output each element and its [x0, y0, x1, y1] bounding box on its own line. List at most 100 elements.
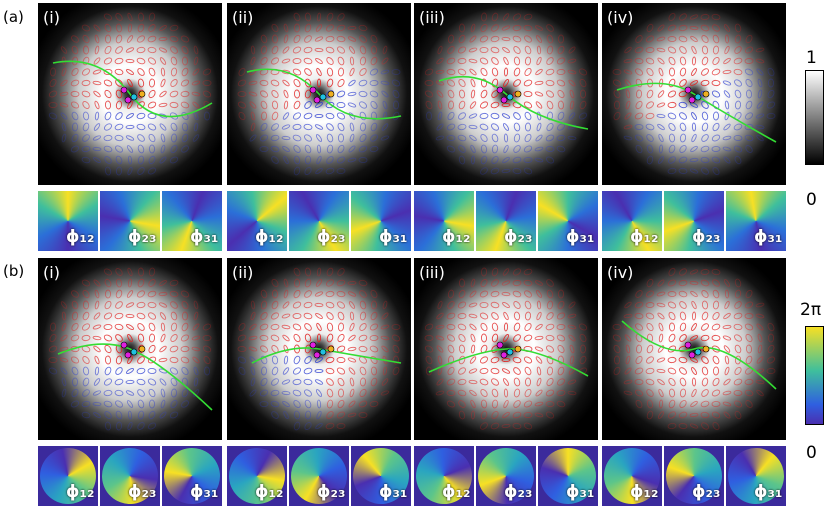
polarization-ellipse	[137, 144, 145, 154]
polarization-ellipse	[380, 324, 390, 330]
polarization-ellipse	[625, 89, 631, 99]
polarization-ellipse	[513, 133, 521, 143]
polarization-ellipse	[556, 57, 566, 65]
polarization-ellipse	[535, 356, 543, 364]
polarization-ellipse	[193, 300, 199, 310]
polarization-ellipse	[458, 410, 466, 420]
polarization-ellipse	[502, 268, 510, 276]
polarization-ellipse	[359, 366, 367, 376]
polarization-ellipse	[180, 90, 190, 98]
polarization-ellipse	[104, 411, 112, 419]
polarization-ellipse	[137, 12, 145, 22]
polarization-ellipse	[546, 366, 554, 376]
polarization-ellipse	[292, 389, 302, 397]
polarization-ellipse	[148, 344, 156, 354]
polarization-ellipse	[315, 24, 323, 32]
polarization-ellipse	[700, 279, 710, 287]
polarization-ellipse	[304, 23, 312, 33]
phase-tile	[726, 446, 786, 506]
polarization-ellipse	[193, 311, 199, 321]
polarization-ellipse	[326, 378, 334, 386]
polarization-ellipse	[336, 367, 346, 375]
polarization-ellipse	[534, 280, 544, 286]
polarization-ellipse	[250, 377, 256, 387]
polarization-ellipse	[523, 279, 533, 287]
polarization-ellipse	[325, 301, 335, 309]
polarization-ellipse	[159, 156, 167, 164]
polarization-ellipse	[491, 279, 499, 287]
polarization-ellipse	[578, 112, 588, 120]
polarization-ellipse	[203, 366, 211, 376]
polarization-ellipse	[744, 123, 754, 131]
polarization-ellipse	[304, 267, 312, 277]
polarization-ellipse	[679, 311, 687, 321]
polarization-ellipse	[701, 68, 709, 76]
polarization-ellipse	[391, 323, 401, 331]
polarization-ellipse	[658, 67, 664, 77]
polarization-ellipse	[115, 34, 123, 44]
polarization-ellipse	[678, 411, 688, 419]
polarization-ellipse	[304, 290, 312, 298]
polarization-ellipse	[104, 355, 112, 365]
polarization-ellipse	[160, 399, 166, 409]
polarization-ellipse	[202, 334, 212, 342]
phase-label: ϕ₂₃	[504, 482, 533, 502]
polarization-ellipse	[136, 367, 146, 375]
phase-tile	[162, 446, 222, 506]
polarization-ellipse	[536, 122, 542, 132]
polarization-ellipse	[437, 100, 443, 110]
polarization-ellipse	[446, 334, 456, 342]
polarization-ellipse	[470, 278, 476, 288]
polarization-ellipse	[337, 67, 345, 77]
polarization-ellipse	[557, 45, 565, 55]
polarization-ellipse	[180, 35, 190, 43]
polarization-ellipse	[523, 167, 533, 175]
polarization-ellipse	[170, 334, 178, 342]
polarization-ellipse	[470, 89, 476, 99]
polarization-ellipse	[370, 377, 378, 387]
polarization-ellipse	[733, 400, 743, 408]
polarization-ellipse	[158, 291, 168, 297]
polarization-ellipse	[724, 45, 730, 55]
singularity-point	[506, 348, 514, 356]
polarization-ellipse	[512, 35, 522, 43]
polarization-ellipse	[711, 268, 721, 276]
polarization-ellipse	[103, 268, 113, 276]
polarization-ellipse	[656, 102, 666, 108]
polarization-ellipse	[457, 134, 467, 142]
polarization-ellipse	[679, 322, 687, 332]
polarization-ellipse	[147, 301, 157, 309]
polarization-ellipse	[283, 355, 289, 365]
polarization-ellipse	[766, 356, 776, 364]
polarization-ellipse	[283, 289, 289, 299]
polarization-ellipse	[148, 399, 156, 409]
polarization-ellipse	[359, 35, 367, 43]
polarization-ellipse	[468, 313, 478, 319]
polarization-ellipse	[380, 390, 390, 396]
polarization-ellipse	[316, 333, 322, 343]
polarization-ellipse	[711, 145, 721, 153]
polarization-ellipse	[169, 279, 179, 287]
polarization-ellipse	[722, 401, 732, 407]
polarization-ellipse	[159, 378, 167, 386]
polarization-ellipse	[249, 356, 257, 364]
polarization-ellipse	[546, 279, 554, 287]
polarization-ellipse	[513, 400, 521, 408]
polarization-ellipse	[646, 23, 654, 33]
polarization-ellipse	[180, 101, 190, 109]
polarization-ellipse	[744, 46, 754, 54]
polarization-ellipse	[370, 289, 378, 299]
polarization-ellipse	[303, 378, 313, 386]
polarization-ellipse	[513, 112, 521, 120]
polarization-ellipse	[656, 113, 666, 119]
singularity-line	[251, 347, 402, 364]
polarization-ellipse	[115, 278, 123, 288]
polarization-ellipse	[114, 123, 124, 131]
polarization-ellipse	[292, 378, 302, 386]
phase-label: ϕ₃₁	[754, 482, 783, 502]
polarization-ellipse	[502, 301, 510, 309]
polarization-ellipse	[512, 24, 522, 32]
polarization-ellipse	[613, 344, 621, 354]
polarization-ellipse	[613, 111, 621, 121]
polarization-ellipse	[546, 57, 554, 65]
